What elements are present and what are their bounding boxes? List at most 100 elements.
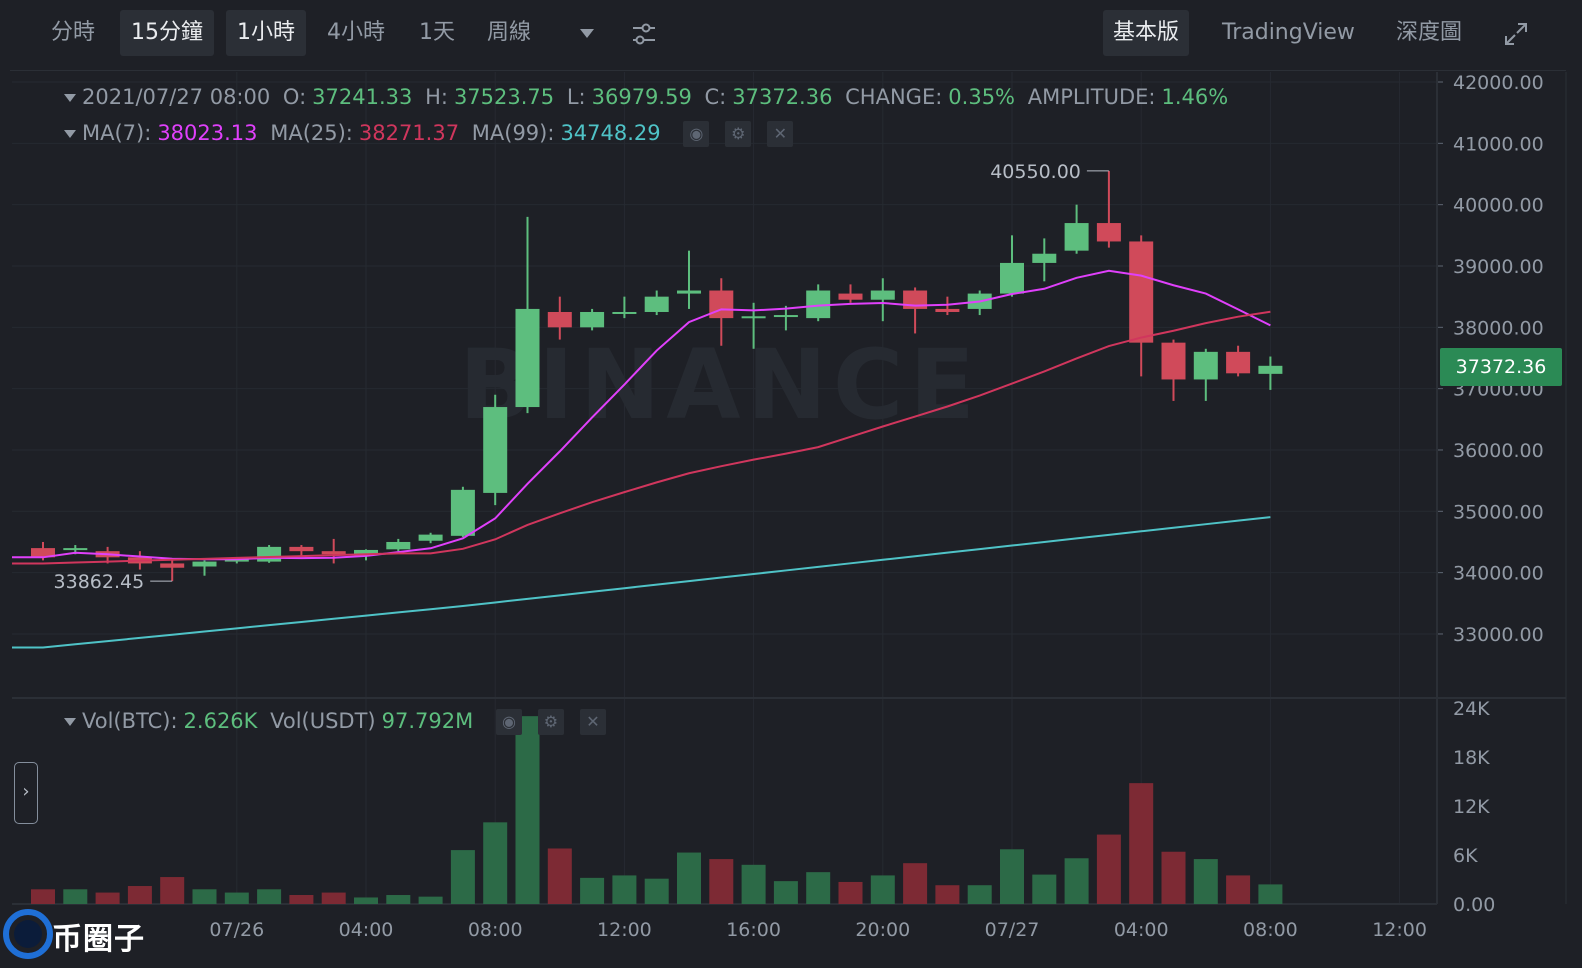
- volume-bar: [677, 852, 701, 904]
- volume-bar: [160, 877, 185, 904]
- tab-depth[interactable]: 深度圖: [1396, 20, 1463, 45]
- volume-bar: [418, 896, 443, 904]
- close-label: C:: [704, 85, 727, 109]
- collapse-caret-icon[interactable]: [64, 130, 76, 138]
- volume-bar: [224, 892, 249, 904]
- volume-bar: [257, 889, 282, 904]
- toolbar: 分時 15分鐘 1小時 4小時 1天 周線 基本版 TradingView 深度…: [10, 0, 1566, 71]
- volume-bar: [1064, 858, 1089, 904]
- volume-bar: [709, 859, 734, 904]
- tab-1day[interactable]: 1天: [419, 20, 455, 45]
- low-marker-label: 33862.45: [54, 571, 145, 593]
- amplitude-value: 1.46%: [1161, 85, 1229, 109]
- open-value: 37241.33: [312, 85, 413, 109]
- time-tick-label: 04:00: [1114, 919, 1169, 941]
- time-tick-label: 20:00: [855, 919, 910, 941]
- eye-icon[interactable]: ◉: [683, 121, 710, 147]
- tab-time-sharing[interactable]: 分時: [51, 20, 96, 45]
- fullscreen-icon[interactable]: [1502, 20, 1530, 52]
- time-tick-label: 08:00: [468, 919, 523, 941]
- volume-info: Vol(BTC): 2.626K Vol(USDT) 97.792M ◉ ⚙ ✕: [64, 706, 612, 736]
- candle-body: [709, 290, 734, 319]
- time-tick-label: 12:00: [597, 919, 652, 941]
- volume-bar: [1193, 859, 1218, 904]
- gear-icon[interactable]: ⚙: [537, 709, 564, 735]
- volume-bar: [515, 716, 540, 904]
- ma99-line: [12, 516, 1271, 649]
- volume-bar: [644, 878, 669, 904]
- candle-body: [224, 559, 249, 562]
- close-icon[interactable]: ✕: [579, 709, 606, 735]
- tab-1hour[interactable]: 1小時: [226, 10, 306, 56]
- volume-bar: [870, 875, 895, 904]
- vol-usdt-value: 97.792M: [381, 709, 474, 733]
- candle-body: [289, 546, 314, 552]
- volume-bar: [192, 889, 217, 904]
- volume-bar: [321, 892, 346, 904]
- volume-bar: [1226, 875, 1251, 904]
- candle-body: [547, 311, 572, 328]
- change-label: CHANGE:: [845, 85, 943, 109]
- watermark: BINANCE: [459, 329, 981, 441]
- tab-basic[interactable]: 基本版: [1103, 10, 1190, 56]
- side-panel-toggle[interactable]: ›: [14, 762, 38, 824]
- vol-usdt-label: Vol(USDT): [270, 709, 376, 733]
- low-label: L:: [566, 85, 586, 109]
- current-price-tag: 37372.36: [1440, 348, 1562, 386]
- site-logo: 币圈子: [2, 904, 152, 960]
- dropdown-caret-icon[interactable]: [578, 26, 596, 45]
- volume-bar: [1129, 783, 1154, 904]
- eye-icon[interactable]: ◉: [495, 709, 522, 735]
- candle-body: [741, 316, 766, 319]
- volume-bar: [612, 875, 637, 904]
- candle-body: [192, 561, 217, 567]
- candle-body: [580, 311, 605, 328]
- tab-tradingview[interactable]: TradingView: [1222, 20, 1355, 45]
- candle-body: [1096, 223, 1121, 242]
- volume-bar: [450, 850, 475, 904]
- collapse-caret-icon[interactable]: [64, 94, 76, 102]
- ohlc-info: 2021/07/27 08:00 O: 37241.33 H: 37523.75 L…: [64, 82, 1234, 112]
- volume-bar: [483, 822, 508, 904]
- volume-tick-label: 18K: [1453, 747, 1490, 769]
- ma99-label: MA(99):: [471, 121, 555, 145]
- volume-bar: [773, 881, 798, 904]
- open-label: O:: [282, 85, 307, 109]
- candle-date: 2021/07/27 08:00: [82, 85, 271, 109]
- price-tick-label: 40000.00: [1453, 195, 1544, 217]
- volume-bar: [838, 881, 863, 904]
- close-icon[interactable]: ✕: [767, 121, 794, 147]
- collapse-caret-icon[interactable]: [64, 718, 76, 726]
- ma25-line: [12, 310, 1271, 565]
- settings-sliders-icon[interactable]: [630, 20, 658, 52]
- candle-body: [677, 290, 701, 294]
- price-tick-label: 42000.00: [1453, 72, 1544, 94]
- high-marker-label: 40550.00: [990, 161, 1081, 183]
- time-tick-label: 16:00: [726, 919, 781, 941]
- ma7-value: 38023.13: [157, 121, 258, 145]
- candle-body: [63, 548, 88, 551]
- volume-bar: [127, 886, 152, 904]
- tab-week[interactable]: 周線: [487, 20, 532, 45]
- volume-bar: [1161, 851, 1186, 904]
- candle-body: [418, 534, 443, 541]
- tab-4hour[interactable]: 4小時: [327, 20, 385, 45]
- ma25-label: MA(25):: [270, 121, 353, 145]
- volume-tick-label: 24K: [1453, 698, 1490, 720]
- high-label: H:: [425, 85, 448, 109]
- time-tick-label: 08:00: [1243, 919, 1298, 941]
- gear-icon[interactable]: ⚙: [725, 121, 752, 147]
- time-tick-label: 07/27: [985, 919, 1040, 941]
- candle-body: [1064, 223, 1089, 251]
- candle-body: [321, 551, 346, 555]
- candle-body: [1000, 262, 1024, 294]
- change-value: 0.35%: [948, 85, 1016, 109]
- volume-bar: [967, 885, 992, 904]
- volume-bar: [547, 848, 572, 904]
- volume-bar: [903, 863, 928, 904]
- tab-15min[interactable]: 15分鐘: [120, 10, 214, 56]
- volume-bar: [1258, 884, 1283, 904]
- candle-body: [838, 293, 863, 300]
- volume-bar: [1032, 874, 1057, 904]
